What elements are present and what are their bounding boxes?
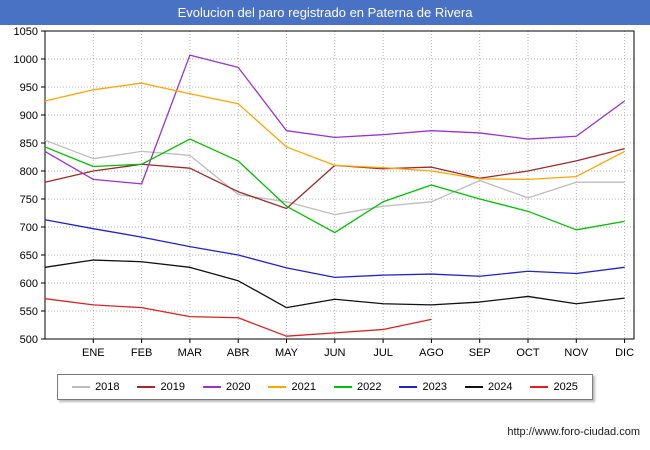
y-tick-label: 1050 (14, 26, 38, 38)
x-tick-label: OCT (516, 347, 540, 359)
line-chart: 500 550 600 650 700 750 800 850 900 950 1000 1050 EN… (14, 26, 635, 359)
y-tick-label: 850 (20, 138, 38, 150)
chart-legend: 2018 2019 2020 2021 2022 2023 2024 2025 (57, 374, 593, 400)
series-line-2021 (44, 82, 625, 181)
foro-ciudad-link[interactable]: http://www.foro-ciudad.com (507, 426, 640, 438)
x-tick-label: ENE (82, 347, 105, 359)
legend-item-2020: 2020 (203, 381, 251, 393)
legend-swatch-2023 (399, 386, 418, 388)
legend-item-2025: 2025 (530, 381, 578, 393)
y-tick-label: 950 (20, 82, 38, 94)
series-line-2025 (44, 298, 432, 337)
series-line-2023 (44, 219, 625, 279)
legend-item-2022: 2022 (334, 381, 381, 393)
legend-item-2019: 2019 (137, 381, 186, 393)
x-tick-label: JUL (373, 347, 393, 359)
legend-item-2024: 2024 (464, 381, 513, 393)
legend-swatch-2018 (72, 386, 91, 388)
y-tick-label: 750 (20, 194, 38, 206)
y-tick-label: 800 (20, 166, 38, 178)
plot-frame (44, 30, 635, 340)
legend-label: 2022 (357, 381, 382, 393)
legend-label: 2024 (487, 381, 513, 393)
x-tick-label: MAY (275, 347, 299, 359)
y-tick-label: 650 (20, 250, 38, 262)
y-tick-label: 900 (20, 110, 38, 122)
x-tick-label: MAR (178, 347, 203, 359)
legend-item-2018: 2018 (72, 381, 120, 393)
x-tick-label: NOV (564, 347, 589, 359)
legend-label: 2018 (95, 381, 120, 393)
series-line-2024 (44, 259, 625, 309)
legend-label: 2019 (160, 381, 186, 393)
series-line-2022 (44, 138, 625, 234)
legend-item-2023: 2023 (399, 381, 447, 393)
x-tick-label: ABR (227, 347, 250, 359)
y-tick-label: 1000 (14, 54, 38, 66)
legend-swatch-2021 (268, 386, 287, 388)
x-tick-label: FEB (131, 347, 152, 359)
y-tick-label: 600 (20, 278, 38, 290)
x-tick-label: JUN (324, 347, 345, 359)
legend-label: 2025 (553, 381, 578, 393)
y-tick-label: 500 (20, 334, 38, 346)
title-bar: Evolucion del paro registrado en Paterna… (0, 0, 650, 25)
x-tick-label: DIC (615, 347, 634, 359)
y-tick-label: 700 (20, 222, 38, 234)
series-line-2020 (44, 54, 625, 185)
y-tick-label: 550 (20, 306, 38, 318)
legend-swatch-2022 (334, 386, 352, 388)
legend-label: 2021 (291, 381, 316, 393)
x-tick-label: AGO (419, 347, 444, 359)
x-tick-label: SEP (469, 347, 491, 359)
legend-swatch-2025 (530, 386, 549, 388)
legend-item-2021: 2021 (268, 381, 316, 393)
legend-label: 2023 (422, 381, 447, 393)
legend-swatch-2020 (203, 386, 222, 388)
legend-swatch-2024 (464, 386, 483, 388)
legend-label: 2020 (226, 381, 251, 393)
chart-title: Evolucion del paro registrado en Paterna… (177, 5, 473, 20)
series-line-2018 (44, 139, 625, 216)
legend-swatch-2019 (137, 386, 156, 388)
